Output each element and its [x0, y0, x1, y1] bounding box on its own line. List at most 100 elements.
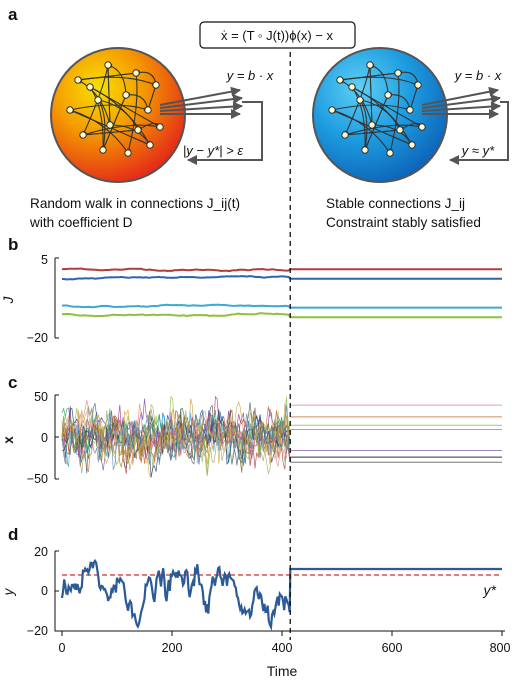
ylabel-d: y [1, 587, 16, 596]
network-edge [106, 64, 111, 126]
left-caption-line2: with coefficient D [29, 215, 133, 230]
network-node [99, 146, 107, 154]
ytick-c-mid: 0 [41, 431, 48, 445]
network-edge [344, 64, 371, 136]
network-edge [344, 124, 423, 136]
left-caption-line1: Random walk in connections J_ij(t) [30, 196, 240, 211]
right-condition: y ≈ y* [461, 143, 495, 158]
network-edge [102, 94, 127, 151]
right-caption-line2: Constraint stably satisfied [326, 215, 481, 230]
network-edge [331, 109, 391, 154]
network-node [356, 96, 364, 104]
panel-letter-c: c [8, 373, 17, 392]
ytick-d-mid: 0 [41, 584, 48, 598]
xtick-0: 0 [59, 641, 66, 655]
ylabel-b: J [1, 296, 16, 304]
left-network: y = b · x |y − y*| > ε [50, 47, 274, 183]
ytick-c-top: 50 [34, 390, 48, 404]
right-feedback-arrow [449, 101, 509, 165]
ytick-d-top: 20 [34, 545, 48, 559]
network-edge [89, 86, 161, 128]
ytick-b-top: 5 [41, 253, 48, 267]
network-node [94, 96, 102, 104]
right-caption-line1: Stable connections J_ij [326, 196, 465, 211]
ytick-c-bottom: −50 [27, 472, 48, 486]
network-edge [97, 98, 139, 131]
left-feedback-arrow [187, 101, 263, 165]
network-node [348, 83, 356, 91]
network-node [361, 146, 369, 154]
plot-b [61, 267, 502, 319]
network-edge [69, 109, 129, 154]
network-node [146, 141, 154, 149]
xtick-400: 400 [272, 641, 293, 655]
network-node [394, 69, 402, 77]
neuron-trace-12 [61, 400, 291, 467]
series-line-b-3 [61, 312, 502, 319]
network-edge [77, 72, 137, 82]
network-node [122, 91, 130, 99]
left-readout-arrows [159, 86, 243, 119]
network-node [406, 106, 414, 114]
network-node [328, 106, 336, 114]
network-node [152, 81, 160, 89]
panel-letter-d: d [8, 525, 18, 544]
network-edge [351, 86, 366, 151]
network-edge [339, 72, 399, 82]
neuron-trace-9 [61, 404, 291, 461]
network-node [132, 69, 140, 77]
xtick-200: 200 [162, 641, 183, 655]
network-node [408, 141, 416, 149]
network-edge [364, 94, 389, 151]
network-node [106, 121, 114, 129]
network-edge [388, 72, 400, 154]
network-node [86, 83, 94, 91]
xtick-800: 800 [490, 641, 511, 655]
plot-d [60, 558, 502, 631]
network-node [134, 126, 142, 134]
series-line-b-0 [61, 267, 502, 273]
network-node [384, 91, 392, 99]
network-node [341, 131, 349, 139]
network-node [414, 81, 422, 89]
network-edge [89, 86, 104, 151]
network-edge [147, 84, 157, 111]
network-node [124, 149, 132, 157]
xtick-600: 600 [382, 641, 403, 655]
network-edge [82, 64, 109, 136]
plot-c [61, 395, 502, 479]
network-node [144, 106, 152, 114]
right-network: y = b · x y ≈ y* [312, 47, 509, 183]
network-edge [351, 86, 423, 128]
equation-box [199, 21, 356, 49]
left-network-edges [66, 61, 164, 157]
series-line-b-2 [61, 303, 502, 309]
series-line-b-1 [62, 275, 502, 281]
network-node [396, 126, 404, 134]
network-node [368, 121, 376, 129]
left-condition: |y − y*| > ε [183, 143, 243, 158]
network-edge [82, 124, 161, 136]
network-node [66, 106, 74, 114]
equation: ẋ = (T ◦ J(t))ϕ(x) − x [221, 28, 334, 43]
network-node [418, 123, 426, 131]
right-readout-label: y = b · x [454, 68, 502, 83]
network-node [386, 149, 394, 157]
output-y-line [60, 558, 502, 631]
axis-d [54, 551, 505, 632]
ytick-b-bottom: −20 [27, 331, 48, 345]
network-node [336, 76, 344, 84]
right-network-edges [328, 61, 426, 157]
right-readout-arrows [421, 86, 501, 119]
network-edge [409, 84, 419, 111]
network-node [366, 61, 374, 69]
network-edge [126, 72, 138, 154]
network-node [74, 76, 82, 84]
ylabel-c: x [1, 436, 16, 444]
neuron-trace-10 [61, 407, 291, 473]
network-node [156, 123, 164, 131]
left-readout-label: y = b · x [226, 68, 274, 83]
ytick-d-bottom: −20 [27, 624, 48, 638]
network-edge [368, 64, 373, 126]
